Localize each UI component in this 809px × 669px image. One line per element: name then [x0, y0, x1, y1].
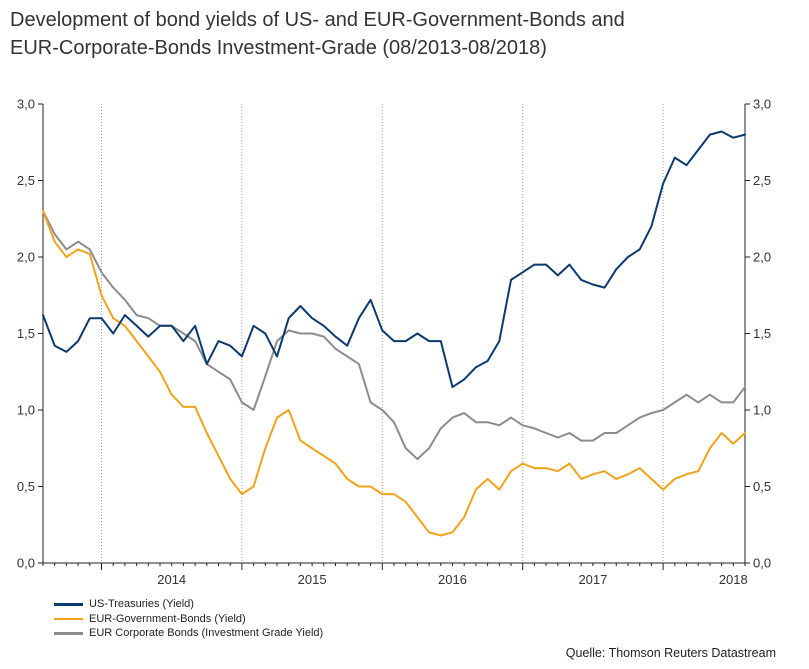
- series-line-us-treasuries-yield: [42, 130, 746, 389]
- tick-labels: 0,0 0,0 0,5 0,5 1,0 1,0 1,5 1,5 2,0 2,0 2,5 2,5 3,0 3…: [17, 97, 771, 588]
- x-tick-label-2018: 2018: [719, 572, 748, 587]
- right-y-tick-label: 1,0: [753, 403, 771, 418]
- chart-title-line-1: Development of bond yields of US- and EU…: [10, 9, 625, 31]
- right-y-tick-label: 0,5: [753, 479, 771, 494]
- right-y-tick-label: 3,0: [753, 97, 771, 112]
- left-y-tick-label: 2,5: [17, 173, 35, 188]
- x-tick-label-2014: 2014: [157, 572, 186, 587]
- right-y-tick-label: 2,0: [753, 250, 771, 265]
- x-tick-label-2015: 2015: [298, 572, 327, 587]
- series-line-eur-government-bonds-yield: [42, 210, 746, 537]
- legend-label-eur-corporate-bonds: EUR Corporate Bonds (Investment Grade Yi…: [89, 627, 324, 639]
- axes: [38, 103, 750, 570]
- x-tick-label-2016: 2016: [438, 572, 467, 587]
- legend-item-us-treasuries: US-Treasuries (Yield): [54, 597, 323, 612]
- legend-swatch-eur-government-bonds: [54, 617, 83, 620]
- legend-label-us-treasuries: US-Treasuries (Yield): [89, 598, 194, 610]
- left-y-tick-label: 0,0: [17, 556, 35, 571]
- left-y-tick-label: 0,5: [17, 479, 35, 494]
- chart-title-line-2: EUR-Corporate-Bonds Investment-Grade (08…: [10, 37, 547, 59]
- legend-swatch-us-treasuries: [54, 603, 83, 606]
- legend-label-eur-government-bonds: EUR-Government-Bonds (Yield): [89, 612, 246, 625]
- source-note: Quelle: Thomson Reuters Datastream: [565, 646, 776, 660]
- legend-item-eur-corporate-bonds: EUR Corporate Bonds (Investment Grade Yi…: [54, 626, 323, 641]
- left-y-tick-label: 2,0: [17, 250, 35, 265]
- left-y-tick-label: 1,5: [17, 326, 35, 341]
- right-y-tick-label: 2,5: [753, 173, 771, 188]
- left-y-tick-label: 3,0: [17, 97, 35, 112]
- right-y-tick-label: 1,5: [753, 326, 771, 341]
- legend-swatch-eur-corporate-bonds: [54, 632, 83, 635]
- series-lines: [42, 130, 746, 537]
- x-tick-label-2017: 2017: [578, 572, 607, 587]
- chart-title: Development of bond yields of US- and EU…: [10, 6, 800, 62]
- legend: US-Treasuries (Yield) EUR-Government-Bon…: [54, 597, 323, 641]
- right-y-tick-label: 0,0: [753, 556, 771, 571]
- left-y-tick-label: 1,0: [17, 403, 35, 418]
- legend-item-eur-government-bonds: EUR-Government-Bonds (Yield): [54, 612, 323, 627]
